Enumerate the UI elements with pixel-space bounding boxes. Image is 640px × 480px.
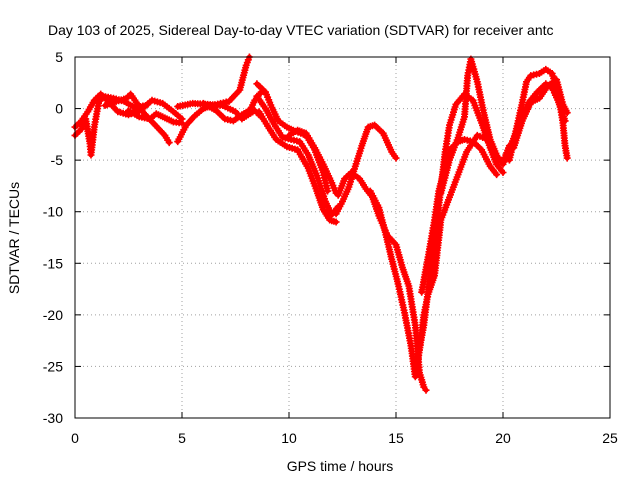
x-tick-label: 25 bbox=[602, 430, 618, 446]
y-tick-label: 5 bbox=[55, 49, 63, 65]
series-pass-8 bbox=[199, 88, 265, 125]
y-axis-title: SDTVAR / TECUs bbox=[6, 182, 22, 294]
series-pass-6 bbox=[174, 53, 253, 146]
x-tick-label: 10 bbox=[281, 430, 297, 446]
plus-markers bbox=[255, 108, 340, 226]
axis-ticks: 0 5 10 15 20 25 5 0 -5 -10 -15 -20 -25 -30 bbox=[43, 49, 618, 446]
x-tick-label: 20 bbox=[495, 430, 511, 446]
series-layer bbox=[71, 53, 571, 394]
y-tick-label: -15 bbox=[43, 255, 63, 271]
plot-frame bbox=[74, 56, 611, 419]
x-tick-label: 0 bbox=[71, 430, 79, 446]
y-tick-label: -5 bbox=[51, 152, 64, 168]
plus-markers bbox=[253, 92, 342, 219]
x-tick-label: 5 bbox=[178, 430, 186, 446]
series-pass-4 bbox=[101, 90, 173, 147]
y-tick-label: 0 bbox=[55, 101, 63, 117]
plus-markers bbox=[174, 53, 253, 146]
x-axis-title: GPS time / hours bbox=[287, 458, 394, 474]
plus-markers bbox=[332, 121, 400, 218]
x-tick-label: 15 bbox=[388, 430, 404, 446]
y-tick-label: -30 bbox=[43, 410, 63, 426]
plus-markers bbox=[199, 88, 265, 125]
plus-markers bbox=[437, 55, 513, 197]
series-pass-19 bbox=[437, 55, 513, 197]
grid bbox=[75, 57, 610, 418]
y-tick-label: -10 bbox=[43, 204, 63, 220]
series-pass-12 bbox=[285, 126, 340, 197]
y-tick-label: -25 bbox=[43, 358, 63, 374]
plus-markers bbox=[510, 76, 571, 152]
series-pass-13 bbox=[332, 121, 400, 218]
y-tick-label: -20 bbox=[43, 307, 63, 323]
plus-markers bbox=[125, 107, 186, 127]
series-pass-5 bbox=[125, 107, 186, 127]
chart-title: Day 103 of 2025, Sidereal Day-to-day VTE… bbox=[48, 22, 554, 38]
series-track bbox=[175, 54, 252, 145]
series-pass-10 bbox=[253, 92, 342, 219]
plus-markers bbox=[285, 126, 340, 197]
series-pass-22 bbox=[510, 76, 571, 152]
series-pass-11 bbox=[255, 108, 340, 226]
